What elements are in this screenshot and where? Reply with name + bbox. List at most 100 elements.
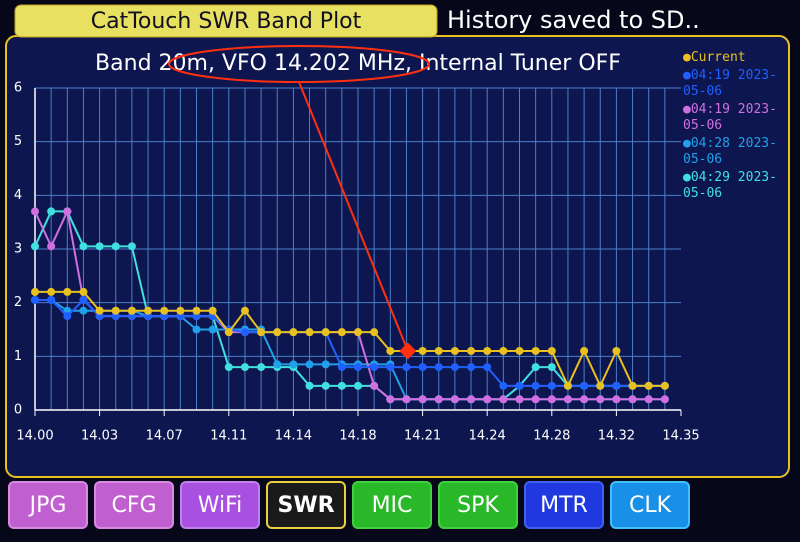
- tab-button[interactable]: JPG: [8, 481, 88, 529]
- y-tick-label: 1: [14, 349, 22, 364]
- point: [127, 242, 136, 251]
- tab-button[interactable]: CLK: [610, 481, 690, 529]
- chart-frame: [5, 35, 790, 478]
- point: [305, 381, 314, 390]
- app-title: CatTouch SWR Band Plot: [91, 9, 362, 34]
- point: [321, 381, 330, 390]
- point: [596, 395, 605, 404]
- legend-label: 04:19 2023-05-06: [683, 102, 777, 133]
- tab-button[interactable]: MTR: [524, 481, 604, 529]
- point: [224, 363, 233, 372]
- point: [31, 287, 39, 296]
- legend-label: 04:29 2023-05-06: [683, 170, 777, 201]
- point: [31, 207, 39, 216]
- point: [531, 363, 540, 372]
- point: [63, 312, 72, 321]
- y-tick-label: 0: [14, 403, 22, 418]
- vfo-pointer: [298, 81, 409, 352]
- point: [79, 242, 88, 251]
- point: [612, 346, 621, 355]
- legend-label: 04:19 2023-05-06: [683, 68, 777, 99]
- point: [370, 328, 379, 337]
- y-tick-label: 5: [14, 134, 22, 149]
- point: [612, 395, 621, 404]
- point: [531, 395, 540, 404]
- legend-item: ●Current: [683, 50, 787, 66]
- point: [450, 363, 459, 372]
- point: [192, 325, 201, 334]
- point: [499, 346, 508, 355]
- point: [644, 381, 653, 390]
- point: [467, 395, 476, 404]
- legend-swatch: ●: [683, 50, 691, 65]
- tab-button[interactable]: WiFi: [180, 481, 260, 529]
- y-tick-label: 4: [14, 188, 22, 203]
- point: [240, 328, 249, 337]
- point: [628, 395, 637, 404]
- tab-button[interactable]: CFG: [94, 481, 174, 529]
- point: [660, 395, 669, 404]
- point: [467, 363, 476, 372]
- point: [402, 395, 411, 404]
- point: [660, 381, 669, 390]
- point: [47, 287, 56, 296]
- point: [450, 395, 459, 404]
- point: [547, 381, 556, 390]
- tab-button[interactable]: MIC: [352, 481, 432, 529]
- point: [79, 287, 88, 296]
- point: [499, 381, 508, 390]
- status-text: History saved to SD..: [447, 6, 700, 34]
- point: [289, 360, 298, 369]
- legend-label: Current: [690, 50, 746, 65]
- point: [580, 381, 589, 390]
- point: [370, 381, 379, 390]
- series-line: [35, 290, 665, 389]
- legend-swatch: ●: [683, 68, 691, 83]
- point: [402, 363, 411, 372]
- vfo-marker: [399, 342, 417, 360]
- point: [289, 328, 298, 337]
- point: [418, 395, 427, 404]
- point: [354, 363, 362, 372]
- point: [47, 295, 56, 304]
- point: [483, 395, 492, 404]
- x-tick-label: 14.00: [16, 429, 53, 444]
- point: [337, 381, 346, 390]
- point: [31, 242, 39, 251]
- y-tick-label: 3: [14, 242, 22, 257]
- point: [127, 306, 136, 315]
- point: [547, 363, 556, 372]
- point: [337, 328, 346, 337]
- point: [596, 381, 605, 390]
- point: [257, 328, 266, 337]
- point: [612, 381, 621, 390]
- point: [354, 328, 362, 337]
- point: [354, 381, 362, 390]
- point: [31, 295, 39, 304]
- legend: ●Current ●04:19 2023-05-06 ●04:19 2023-05-…: [683, 50, 787, 204]
- point: [47, 242, 56, 251]
- legend-item: ●04:19 2023-05-06: [683, 68, 787, 100]
- point: [450, 346, 459, 355]
- point: [515, 395, 524, 404]
- point: [63, 287, 72, 296]
- point: [95, 306, 104, 315]
- x-tick-label: 14.03: [81, 429, 118, 444]
- legend-item: ●04:19 2023-05-06: [683, 102, 787, 134]
- tab-button[interactable]: SWR: [266, 481, 346, 529]
- tab-button[interactable]: SPK: [438, 481, 518, 529]
- x-tick-label: 14.35: [662, 429, 699, 444]
- point: [79, 295, 88, 304]
- x-tick-label: 14.11: [210, 429, 247, 444]
- x-tick-label: 14.18: [339, 429, 376, 444]
- point: [531, 381, 540, 390]
- y-tick-label: 6: [14, 81, 22, 96]
- x-tick-label: 14.32: [598, 429, 635, 444]
- legend-label: 04:28 2023-05-06: [683, 136, 777, 167]
- point: [273, 360, 282, 369]
- point: [305, 328, 314, 337]
- point: [483, 363, 492, 372]
- chart-title: Band 20m, VFO 14.202 MHz, Internal Tuner…: [95, 51, 621, 76]
- point: [434, 346, 443, 355]
